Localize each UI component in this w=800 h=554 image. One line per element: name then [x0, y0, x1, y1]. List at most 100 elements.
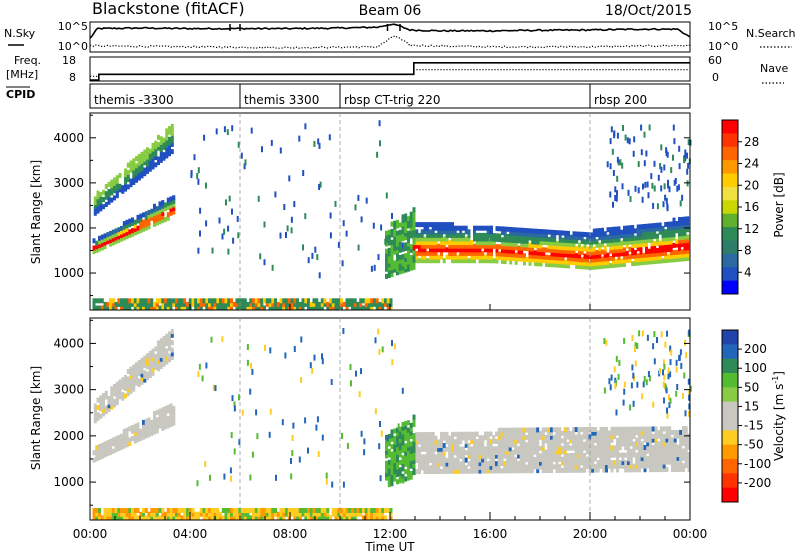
power-cell — [126, 170, 130, 175]
velocity-cell — [157, 344, 160, 350]
velocity-cell — [503, 431, 507, 437]
power-cell — [429, 236, 432, 242]
power-cell — [556, 244, 559, 250]
power-cell — [122, 235, 126, 241]
velocity-cell — [194, 511, 198, 517]
power-cell — [642, 224, 646, 229]
velocity-cell — [158, 508, 162, 513]
velocity-cell — [180, 508, 184, 513]
power-cell — [137, 161, 141, 167]
power-cell — [592, 246, 596, 252]
velocity-cell — [137, 378, 141, 384]
velocity-speckle — [664, 383, 667, 390]
velocity-cell — [241, 508, 244, 513]
power-cell — [492, 236, 496, 242]
power-cell — [398, 237, 402, 242]
power-cell — [104, 184, 108, 189]
velocity-speckle — [660, 331, 663, 338]
power-cell — [475, 225, 479, 231]
power-cell — [312, 298, 316, 304]
power-speckle — [318, 184, 321, 190]
velocity-cell — [525, 468, 529, 474]
velocity-cell — [409, 430, 413, 436]
velocity-ytick-label-1: 2000 — [53, 429, 84, 443]
velocity-cell — [536, 464, 540, 470]
power-cell — [664, 254, 668, 260]
velocity-cell — [665, 430, 669, 435]
velocity-cell — [467, 435, 471, 441]
power-cell — [276, 301, 280, 307]
velocity-cell — [558, 442, 562, 447]
velocity-cell — [437, 454, 441, 460]
power-cell — [561, 248, 565, 254]
power-cell — [431, 240, 435, 246]
power-cell — [404, 260, 408, 266]
power-cell — [498, 226, 502, 232]
power-cell — [96, 208, 100, 214]
power-cell — [578, 256, 581, 262]
velocity-cell — [632, 463, 636, 469]
velocity-cell — [638, 459, 641, 465]
velocity-cell — [541, 464, 545, 470]
power-cell — [478, 232, 482, 238]
velocity-cell — [662, 467, 666, 473]
power-cell — [448, 250, 452, 256]
velocity-cell — [544, 449, 548, 455]
velocity-cell — [481, 453, 485, 459]
velocity-cell — [525, 464, 529, 470]
power-cell — [561, 245, 565, 250]
velocity-cell — [401, 433, 405, 439]
velocity-cell — [470, 465, 474, 470]
velocity-cell — [660, 437, 663, 443]
velocity-cell — [602, 467, 606, 473]
velocity-cell — [401, 466, 405, 472]
velocity-cell — [525, 427, 529, 433]
velocity-cell — [144, 429, 148, 435]
power-cell — [103, 233, 107, 239]
power-speckle — [684, 155, 687, 162]
power-cell — [628, 236, 632, 242]
power-cell — [390, 272, 394, 278]
velocity-cell — [508, 435, 512, 441]
velocity-cell — [131, 436, 134, 442]
velocity-cell — [106, 508, 110, 513]
power-cell — [274, 305, 277, 311]
velocity-cell — [442, 446, 446, 452]
power-cell — [387, 247, 391, 253]
power-cell — [154, 162, 158, 168]
velocity-cell — [580, 467, 584, 473]
velocity-cell — [144, 422, 148, 428]
velocity-cell — [420, 439, 424, 445]
velocity-cell — [616, 426, 619, 432]
velocity-speckle — [292, 422, 295, 429]
power-cell — [481, 225, 485, 231]
velocity-cell — [342, 511, 346, 517]
velocity-cell — [643, 437, 647, 443]
velocity-cell — [629, 434, 633, 439]
velocity-cell — [426, 465, 430, 471]
velocity-cell — [580, 449, 584, 455]
power-cell — [390, 264, 394, 270]
power-cell — [390, 221, 394, 227]
power-cell — [131, 298, 134, 304]
power-cell — [98, 246, 101, 252]
power-cell — [661, 233, 665, 239]
power-cell — [144, 214, 148, 220]
velocity-cell — [646, 430, 650, 436]
power-cell — [564, 230, 568, 236]
power-cell — [440, 250, 443, 256]
velocity-cell — [367, 515, 371, 521]
velocity-cell — [136, 515, 140, 521]
velocity-speckle — [349, 364, 352, 370]
power-cell — [221, 301, 225, 307]
power-cell — [98, 243, 101, 249]
power-cell — [628, 225, 632, 231]
power-cell — [686, 234, 690, 240]
power-cell — [578, 260, 581, 266]
velocity-cell — [638, 448, 641, 454]
velocity-cell — [467, 461, 471, 467]
velocity-cell — [654, 448, 658, 454]
power-cell — [183, 298, 187, 304]
velocity-cell — [111, 448, 115, 454]
power-cell — [390, 239, 394, 245]
